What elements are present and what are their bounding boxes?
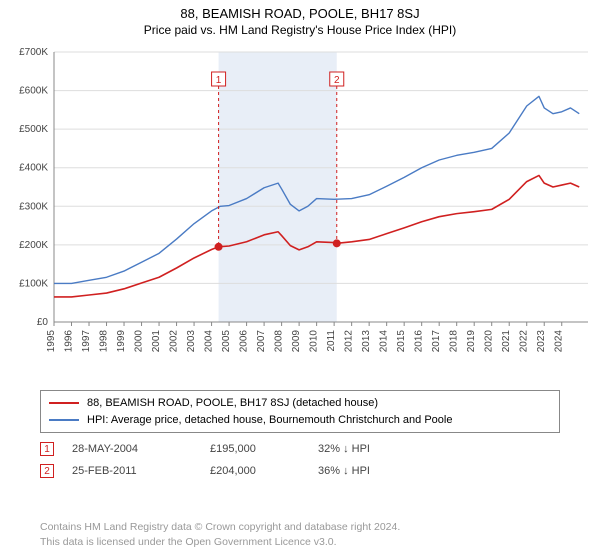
x-tick-label: 2009 xyxy=(291,330,302,353)
x-tick-label: 2021 xyxy=(501,330,512,353)
x-tick-label: 1998 xyxy=(99,330,110,353)
footer-line: Contains HM Land Registry data © Crown c… xyxy=(40,520,560,535)
legend-label: 88, BEAMISH ROAD, POOLE, BH17 8SJ (detac… xyxy=(87,395,378,412)
y-tick-label: £500K xyxy=(19,124,48,135)
y-tick-label: £600K xyxy=(19,86,48,97)
x-tick-label: 2008 xyxy=(274,330,285,353)
legend-swatch xyxy=(49,402,79,404)
x-tick-label: 2007 xyxy=(256,330,267,353)
y-tick-label: £400K xyxy=(19,163,48,174)
title-block: 88, BEAMISH ROAD, POOLE, BH17 8SJ Price … xyxy=(0,0,600,39)
x-tick-label: 1996 xyxy=(64,330,75,353)
x-tick-label: 2020 xyxy=(484,330,495,353)
x-tick-label: 2004 xyxy=(204,330,215,353)
footer-line: This data is licensed under the Open Gov… xyxy=(40,535,560,550)
legend-item: HPI: Average price, detached house, Bour… xyxy=(49,412,551,429)
sale-diff: 32% ↓ HPI xyxy=(318,443,370,455)
x-tick-label: 1999 xyxy=(116,330,127,353)
x-tick-label: 2012 xyxy=(344,330,355,353)
chart-title: 88, BEAMISH ROAD, POOLE, BH17 8SJ xyxy=(0,6,600,21)
sale-point xyxy=(215,243,223,251)
x-tick-label: 2006 xyxy=(239,330,250,353)
sale-date: 25-FEB-2011 xyxy=(72,465,192,477)
x-tick-label: 1995 xyxy=(46,330,57,353)
footer-attribution: Contains HM Land Registry data © Crown c… xyxy=(40,520,560,549)
chart-subtitle: Price paid vs. HM Land Registry's House … xyxy=(0,23,600,37)
x-tick-label: 2023 xyxy=(536,330,547,353)
x-tick-label: 2024 xyxy=(554,330,565,353)
x-tick-label: 1997 xyxy=(81,330,92,353)
y-tick-label: £700K xyxy=(19,47,48,58)
x-tick-label: 2002 xyxy=(169,330,180,353)
chart-area: £0 £100K £200K £300K £400K £500K £600K £700K 199… xyxy=(0,44,600,384)
x-tick-label: 2016 xyxy=(414,330,425,353)
sale-point xyxy=(333,239,341,247)
x-tick-label: 2000 xyxy=(134,330,145,353)
sale-diff: 36% ↓ HPI xyxy=(318,465,370,477)
x-tick-label: 2019 xyxy=(466,330,477,353)
line-chart: £0 £100K £200K £300K £400K £500K £600K £700K 199… xyxy=(0,44,600,384)
sale-row: 2 25-FEB-2011 £204,000 36% ↓ HPI xyxy=(40,460,560,482)
legend-label: HPI: Average price, detached house, Bour… xyxy=(87,412,452,429)
y-tick-label: £0 xyxy=(37,317,49,328)
legend-item: 88, BEAMISH ROAD, POOLE, BH17 8SJ (detac… xyxy=(49,395,551,412)
sale-price: £204,000 xyxy=(210,465,300,477)
sale-date: 28-MAY-2004 xyxy=(72,443,192,455)
sales-table: 1 28-MAY-2004 £195,000 32% ↓ HPI 2 25-FEB-201… xyxy=(40,438,560,482)
sale-callout-label: 1 xyxy=(216,75,222,86)
legend-swatch xyxy=(49,419,79,421)
x-tick-label: 2010 xyxy=(309,330,320,353)
x-tick-label: 2018 xyxy=(449,330,460,353)
x-tick-label: 2015 xyxy=(396,330,407,353)
x-tick-label: 2017 xyxy=(431,330,442,353)
sale-row: 1 28-MAY-2004 £195,000 32% ↓ HPI xyxy=(40,438,560,460)
x-tick-label: 2003 xyxy=(186,330,197,353)
x-tick-label: 2022 xyxy=(519,330,530,353)
shade-band xyxy=(219,52,337,322)
sale-index-badge: 1 xyxy=(40,442,54,456)
legend: 88, BEAMISH ROAD, POOLE, BH17 8SJ (detac… xyxy=(40,390,560,433)
y-tick-label: £300K xyxy=(19,201,48,212)
x-tick-label: 2014 xyxy=(379,330,390,353)
sale-callout-label: 2 xyxy=(334,75,340,86)
x-tick-label: 2005 xyxy=(221,330,232,353)
chart-container: 88, BEAMISH ROAD, POOLE, BH17 8SJ Price … xyxy=(0,0,600,560)
x-tick-label: 2013 xyxy=(361,330,372,353)
sale-index-badge: 2 xyxy=(40,464,54,478)
y-tick-label: £200K xyxy=(19,240,48,251)
y-tick-label: £100K xyxy=(19,278,48,289)
x-tick-label: 2001 xyxy=(151,330,162,353)
sale-price: £195,000 xyxy=(210,443,300,455)
x-tick-label: 2011 xyxy=(326,330,337,352)
